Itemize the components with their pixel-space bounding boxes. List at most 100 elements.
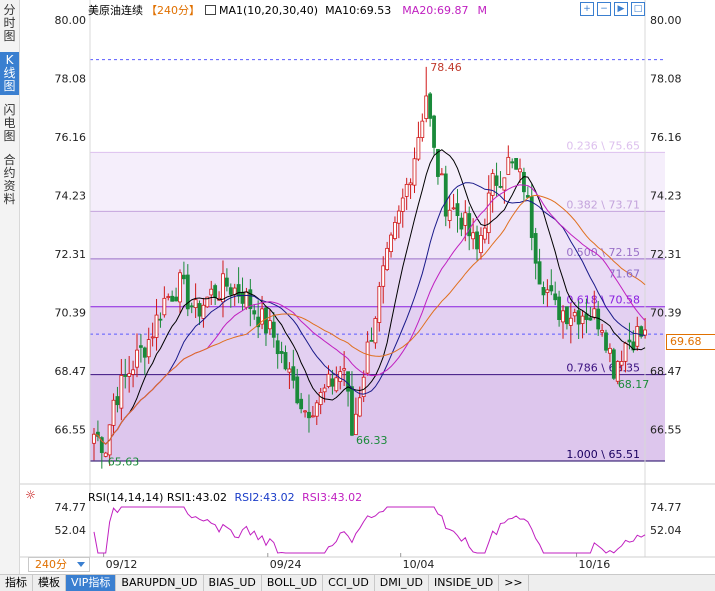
candle-body: [271, 321, 276, 338]
date-label-0: 09/12: [106, 558, 138, 571]
candle-body: [455, 203, 460, 217]
expand-icon[interactable]: □: [631, 2, 645, 16]
candle-body: [111, 399, 116, 426]
indicator-tab-9[interactable]: >>: [499, 575, 529, 591]
candle-body: [346, 371, 350, 392]
candle-body: [92, 433, 96, 444]
ma-more-label: M: [477, 3, 488, 17]
indicator-tab-7[interactable]: DMI_UD: [375, 575, 430, 591]
candle-body: [353, 413, 358, 436]
indicator-tab-3[interactable]: BARUPDN_UD: [116, 575, 204, 591]
fib-band: [90, 211, 665, 259]
candle-body: [139, 345, 143, 348]
ma-chart-icon[interactable]: [205, 5, 216, 15]
price-axis-right-0: 80.00: [650, 14, 682, 27]
candle-body: [482, 227, 487, 240]
annotation-low3: 68.17: [618, 378, 650, 391]
candle-body: [643, 329, 647, 336]
ma10-value: MA10:69.53: [325, 3, 392, 17]
side-tab-2[interactable]: 闪电图: [3, 103, 16, 143]
fib-label-2: 0.500 \ 72.15: [566, 246, 640, 259]
candle-body: [240, 291, 245, 304]
candle-body: [635, 326, 640, 347]
last-price-tag: 69.68: [666, 334, 715, 350]
fib-label-1: 0.382 \ 73.71: [566, 198, 640, 211]
ma20-line: [93, 182, 646, 445]
candle-body: [572, 312, 577, 317]
fib-label-4: 0.786 \ 68.35: [566, 362, 640, 375]
candle-body: [236, 284, 241, 297]
candle-body: [568, 317, 573, 326]
side-tab-0[interactable]: 分时图: [3, 3, 16, 43]
candle-body: [350, 386, 354, 436]
candle-body: [428, 93, 433, 119]
candle-body: [369, 339, 374, 342]
price-axis-right-4: 72.31: [650, 248, 682, 261]
candle-body: [221, 273, 225, 303]
candle-body: [486, 192, 491, 234]
indicator-tab-5[interactable]: BOLL_UD: [262, 575, 324, 591]
candle-body: [463, 212, 468, 226]
candle-body: [420, 120, 425, 138]
candle-body: [318, 392, 323, 405]
indicator-tab-2[interactable]: VIP指标: [66, 575, 117, 591]
indicator-tab-6[interactable]: CCI_UD: [323, 575, 375, 591]
ma20-value: MA20:69.87: [402, 3, 469, 17]
candle-body: [162, 297, 167, 316]
candle-body: [256, 316, 261, 328]
candle-body: [545, 289, 550, 293]
candle-body: [522, 171, 526, 193]
candle-body: [166, 296, 171, 298]
fib-label-3: 0.618 \ 70.58: [566, 294, 640, 307]
candle-body: [279, 351, 284, 354]
candle-body: [310, 415, 315, 418]
candle-body: [502, 177, 507, 191]
candle-body: [604, 332, 608, 351]
period-select[interactable]: 240分: [28, 557, 90, 572]
candle-body: [213, 285, 218, 299]
price-axis-right-2: 76.16: [650, 131, 682, 144]
candle-body: [447, 209, 452, 221]
kline-chart[interactable]: 0.236 \ 75.65 0.382 \ 73.71 0.500 \ 72.15 0…: [20, 0, 715, 574]
candle-body: [549, 285, 554, 292]
indicator-tab-1[interactable]: 模板: [33, 575, 66, 591]
candle-body: [541, 287, 546, 296]
indicator-tab-4[interactable]: BIAS_UD: [204, 575, 262, 591]
candle-body: [553, 293, 558, 301]
candle-body: [365, 341, 370, 374]
zoom-out-icon[interactable]: −: [597, 2, 611, 16]
side-tab-3[interactable]: 合约资料: [3, 153, 16, 206]
price-axis-right-7: 66.55: [650, 423, 682, 436]
candle-body: [338, 371, 343, 382]
scroll-icon[interactable]: ▶: [614, 2, 628, 16]
candle-body: [170, 295, 175, 302]
candle-body: [400, 197, 405, 212]
candle-body: [627, 339, 632, 343]
rsi2-label: RSI2:43.02: [234, 491, 295, 504]
candle-body: [580, 315, 585, 324]
candle-body: [228, 287, 233, 295]
rsi1-label: RSI(14,14,14) RSI1:43.02: [88, 491, 227, 504]
candle-body: [537, 261, 542, 285]
ma-params-label: MA1(10,20,30,40): [219, 3, 319, 17]
candle-body: [96, 431, 100, 437]
candle-body: [150, 336, 155, 339]
candle-body: [295, 376, 300, 404]
date-label-1: 09/24: [270, 558, 302, 571]
candle-body: [381, 265, 386, 287]
candle-body: [178, 272, 182, 303]
rsi-settings-icon[interactable]: ☼: [25, 488, 36, 502]
instrument-title: 美原油连续: [88, 4, 143, 17]
indicator-tab-8[interactable]: INSIDE_UD: [429, 575, 500, 591]
indicator-tab-0[interactable]: 指标: [0, 575, 33, 591]
candle-body: [357, 397, 362, 417]
candle-body: [518, 168, 522, 173]
chart-area[interactable]: 0.236 \ 75.65 0.382 \ 73.71 0.500 \ 72.15 0…: [20, 0, 715, 574]
candle-body: [467, 213, 472, 237]
price-axis-left-2: 76.16: [55, 131, 87, 144]
candle-body: [146, 339, 151, 358]
price-axis-left-0: 80.00: [55, 14, 87, 27]
zoom-in-icon[interactable]: +: [580, 2, 594, 16]
